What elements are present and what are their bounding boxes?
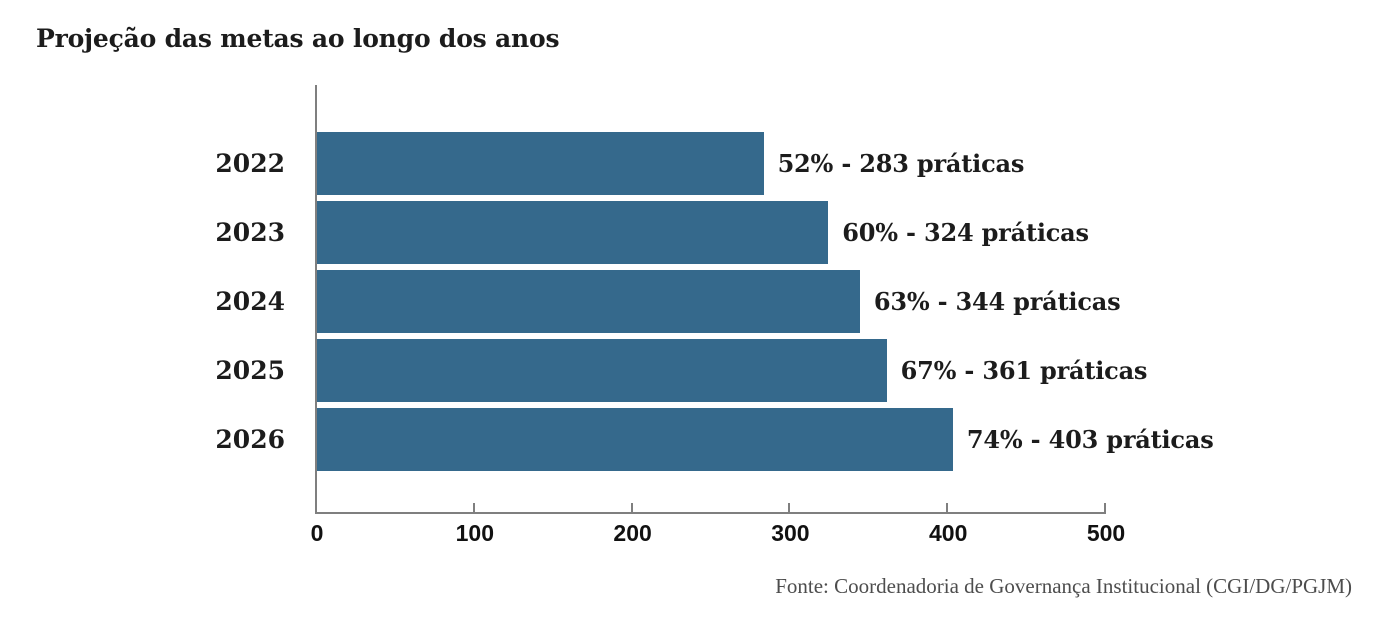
bar-2026: [317, 408, 953, 471]
x-axis-line: [315, 512, 1106, 514]
plot-area: 2022 52% - 283 práticas 2023 60% - 324 prát…: [215, 85, 1214, 546]
x-tick-label-0: 0: [310, 520, 324, 546]
x-tick-mark-200: [630, 503, 633, 512]
x-tick-label-500: 500: [1086, 520, 1126, 546]
bar-2023: [317, 201, 829, 264]
category-label-2025: 2025: [215, 356, 285, 385]
x-tick-mark-400: [946, 503, 949, 512]
source-caption: Fonte: Coordenadoria de Governança Insti…: [775, 574, 1352, 598]
bar-value-label-2023: 60% - 324 práticas: [842, 218, 1089, 247]
x-tick-mark-100: [472, 503, 475, 512]
x-tick-label-400: 400: [929, 520, 968, 546]
bar-value-label-2024: 63% - 344 práticas: [873, 287, 1121, 316]
bar-2024: [317, 270, 860, 333]
chart-title: Projeção das metas ao longo dos anos: [36, 24, 560, 53]
bar-value-label-2025: 67% - 361 práticas: [900, 356, 1148, 385]
bar-2025: [317, 339, 887, 402]
bar-2022: [317, 132, 764, 195]
bar-value-label-2026: 74% - 403 práticas: [966, 425, 1214, 454]
x-tick-mark-300: [788, 503, 791, 512]
category-label-2026: 2026: [215, 425, 285, 454]
bar-value-label-2022: 52% - 283 práticas: [777, 149, 1025, 178]
y-axis-line: [315, 85, 317, 512]
x-tick-label-200: 200: [613, 520, 652, 546]
x-tick-label-300: 300: [771, 520, 810, 546]
category-label-2023: 2023: [215, 218, 285, 247]
category-label-2022: 2022: [215, 149, 285, 178]
category-label-2024: 2024: [215, 287, 285, 316]
x-tick-label-100: 100: [455, 520, 494, 546]
x-tick-mark-500: [1104, 503, 1106, 512]
